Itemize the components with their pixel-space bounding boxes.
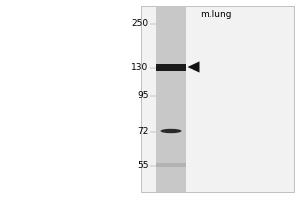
Text: 72: 72 bbox=[137, 128, 148, 136]
Bar bbox=[156, 6, 186, 192]
Bar bbox=[141, 6, 294, 192]
Ellipse shape bbox=[160, 129, 182, 133]
Text: 250: 250 bbox=[131, 20, 148, 28]
Bar bbox=[156, 163, 186, 167]
Text: 130: 130 bbox=[131, 64, 148, 72]
Polygon shape bbox=[188, 61, 200, 73]
Bar bbox=[156, 64, 186, 71]
Text: 55: 55 bbox=[137, 162, 148, 170]
Text: 95: 95 bbox=[137, 92, 148, 100]
Text: m.lung: m.lung bbox=[200, 10, 232, 19]
